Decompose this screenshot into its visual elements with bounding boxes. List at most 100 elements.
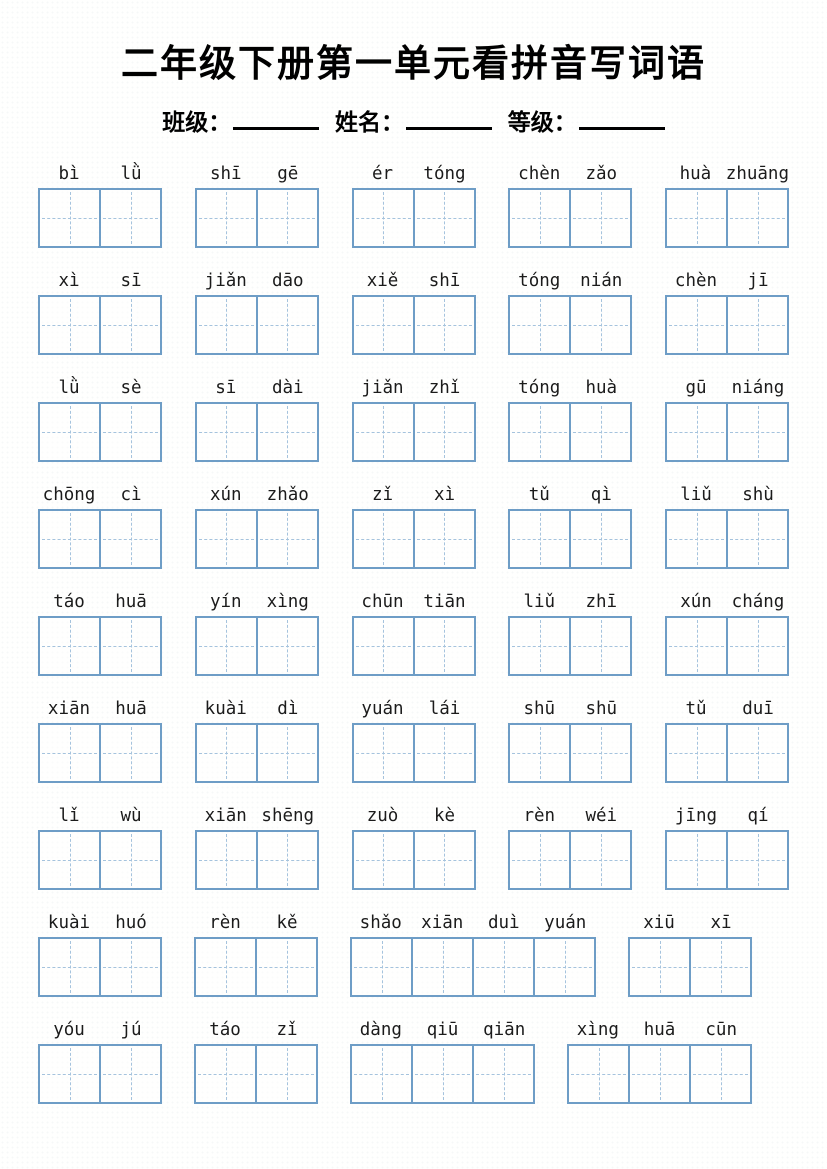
pinyin-line: xiān huā <box>38 692 162 723</box>
word-group: yín xìng <box>194 585 319 676</box>
writing-cell <box>99 724 160 781</box>
writing-box <box>508 401 633 462</box>
pinyin-line: jiǎn zhǐ <box>352 371 476 402</box>
word-group: jiǎn zhǐ <box>351 371 476 462</box>
pinyin-syllable: tiān <box>423 591 466 612</box>
pinyin-syllable: jú <box>120 1019 142 1040</box>
name-label: 姓名： <box>335 109 404 135</box>
writing-box <box>38 187 162 248</box>
pinyin-line: lǐ wù <box>38 799 162 830</box>
pinyin-syllable: xiān <box>421 912 464 933</box>
writing-box <box>508 829 633 890</box>
pinyin-syllable: xìng <box>576 1019 619 1040</box>
word-group: xún zhǎo <box>194 478 319 569</box>
writing-cell <box>569 724 630 781</box>
word-group: yuán lái <box>351 692 476 783</box>
pinyin-syllable: rèn <box>523 805 556 826</box>
pinyin-line: táo huā <box>38 585 162 616</box>
writing-box <box>567 1043 752 1104</box>
pinyin-syllable: qí <box>747 805 769 826</box>
pinyin-line: shū shū <box>508 692 632 723</box>
pinyin-line: tóng huà <box>508 371 632 402</box>
pinyin-line: xún zhǎo <box>195 478 319 509</box>
writing-cell <box>569 403 630 460</box>
word-group: lǜ sè <box>38 371 162 462</box>
writing-cell <box>197 511 256 567</box>
writing-box <box>38 401 162 462</box>
pinyin-syllable: lái <box>428 698 461 719</box>
pinyin-syllable: táo <box>209 1019 241 1040</box>
word-group: liǔ zhī <box>508 585 633 676</box>
pinyin-syllable: chèn <box>518 163 561 184</box>
pinyin-syllable: yóu <box>53 1019 85 1040</box>
writing-cell <box>354 511 413 567</box>
writing-cell <box>40 618 99 674</box>
writing-cell <box>40 1046 99 1102</box>
pinyin-syllable: shī <box>428 270 461 291</box>
word-group: dàng qiū qiān <box>350 1013 535 1104</box>
writing-cell <box>726 724 787 781</box>
pinyin-syllable: ér <box>371 163 394 184</box>
pinyin-syllable: chōng <box>42 484 96 505</box>
pinyin-syllable: shǎo <box>359 912 402 933</box>
writing-cell <box>40 297 99 353</box>
writing-cell <box>99 831 160 888</box>
pinyin-syllable: duì <box>487 912 520 933</box>
class-blank-line <box>233 107 320 130</box>
pinyin-syllable: huā <box>115 591 147 612</box>
pinyin-syllable: xiě <box>366 270 399 291</box>
writing-cell <box>510 297 569 353</box>
writing-box <box>194 294 319 355</box>
pinyin-line: rèn kě <box>194 906 318 937</box>
writing-cell <box>412 617 474 674</box>
word-group: bì lǜ <box>38 157 162 248</box>
writing-cell <box>99 1045 160 1102</box>
writing-cell <box>667 618 726 674</box>
writing-box <box>508 508 633 569</box>
pinyin-line: chōng cì <box>38 478 162 509</box>
writing-cell <box>99 189 160 246</box>
word-group: chōng cì <box>38 478 162 569</box>
writing-box <box>665 508 789 569</box>
word-group: shī gē <box>194 157 319 248</box>
writing-cell <box>255 296 317 353</box>
writing-box <box>38 615 162 676</box>
writing-box <box>194 722 319 783</box>
pinyin-syllable: jī <box>747 270 769 291</box>
word-group: liǔ shù <box>665 478 789 569</box>
word-group: xiān shēng <box>194 799 319 890</box>
word-group: yóu jú <box>38 1013 162 1104</box>
word-row-3: lǜ sè sī dài jiǎn zhǐ tóng huà gū niáng <box>38 371 789 462</box>
pinyin-syllable: zhǎo <box>266 484 309 505</box>
writing-cell <box>40 832 99 888</box>
word-group: ér tóng <box>351 157 476 248</box>
writing-cell <box>510 190 569 246</box>
pinyin-syllable: cūn <box>705 1019 737 1040</box>
pinyin-syllable: táo <box>53 591 85 612</box>
pinyin-syllable: kè <box>433 805 456 826</box>
pinyin-line: shī gē <box>195 157 319 188</box>
word-group: rèn wéi <box>508 799 633 890</box>
writing-cell <box>667 297 726 353</box>
pinyin-syllable: yuán <box>361 698 404 719</box>
writing-cell <box>667 404 726 460</box>
word-row-8: kuài huó rèn kě shǎo xiān duì yuán xiū xī <box>38 906 789 997</box>
pinyin-syllable: wù <box>120 805 142 826</box>
word-row-7: lǐ wù xiān shēng zuò kè rèn wéi jīng qí <box>38 799 789 890</box>
pinyin-syllable: zuò <box>366 805 399 826</box>
writing-box <box>38 1043 162 1104</box>
pinyin-syllable: qiū <box>426 1019 459 1040</box>
pinyin-line: zuò kè <box>352 799 476 830</box>
pinyin-line: sī dài <box>195 371 319 402</box>
pinyin-syllable: jīng <box>674 805 718 826</box>
word-group: huà zhuāng <box>665 157 789 248</box>
word-group: zuò kè <box>351 799 476 890</box>
pinyin-syllable: xī <box>710 912 732 933</box>
pinyin-syllable: tóng <box>518 270 561 291</box>
pinyin-syllable: yuán <box>544 912 587 933</box>
writing-cell <box>412 296 474 353</box>
pinyin-syllable: dāo <box>271 270 304 291</box>
writing-box <box>508 187 633 248</box>
writing-box <box>194 401 319 462</box>
writing-cell <box>411 938 472 995</box>
